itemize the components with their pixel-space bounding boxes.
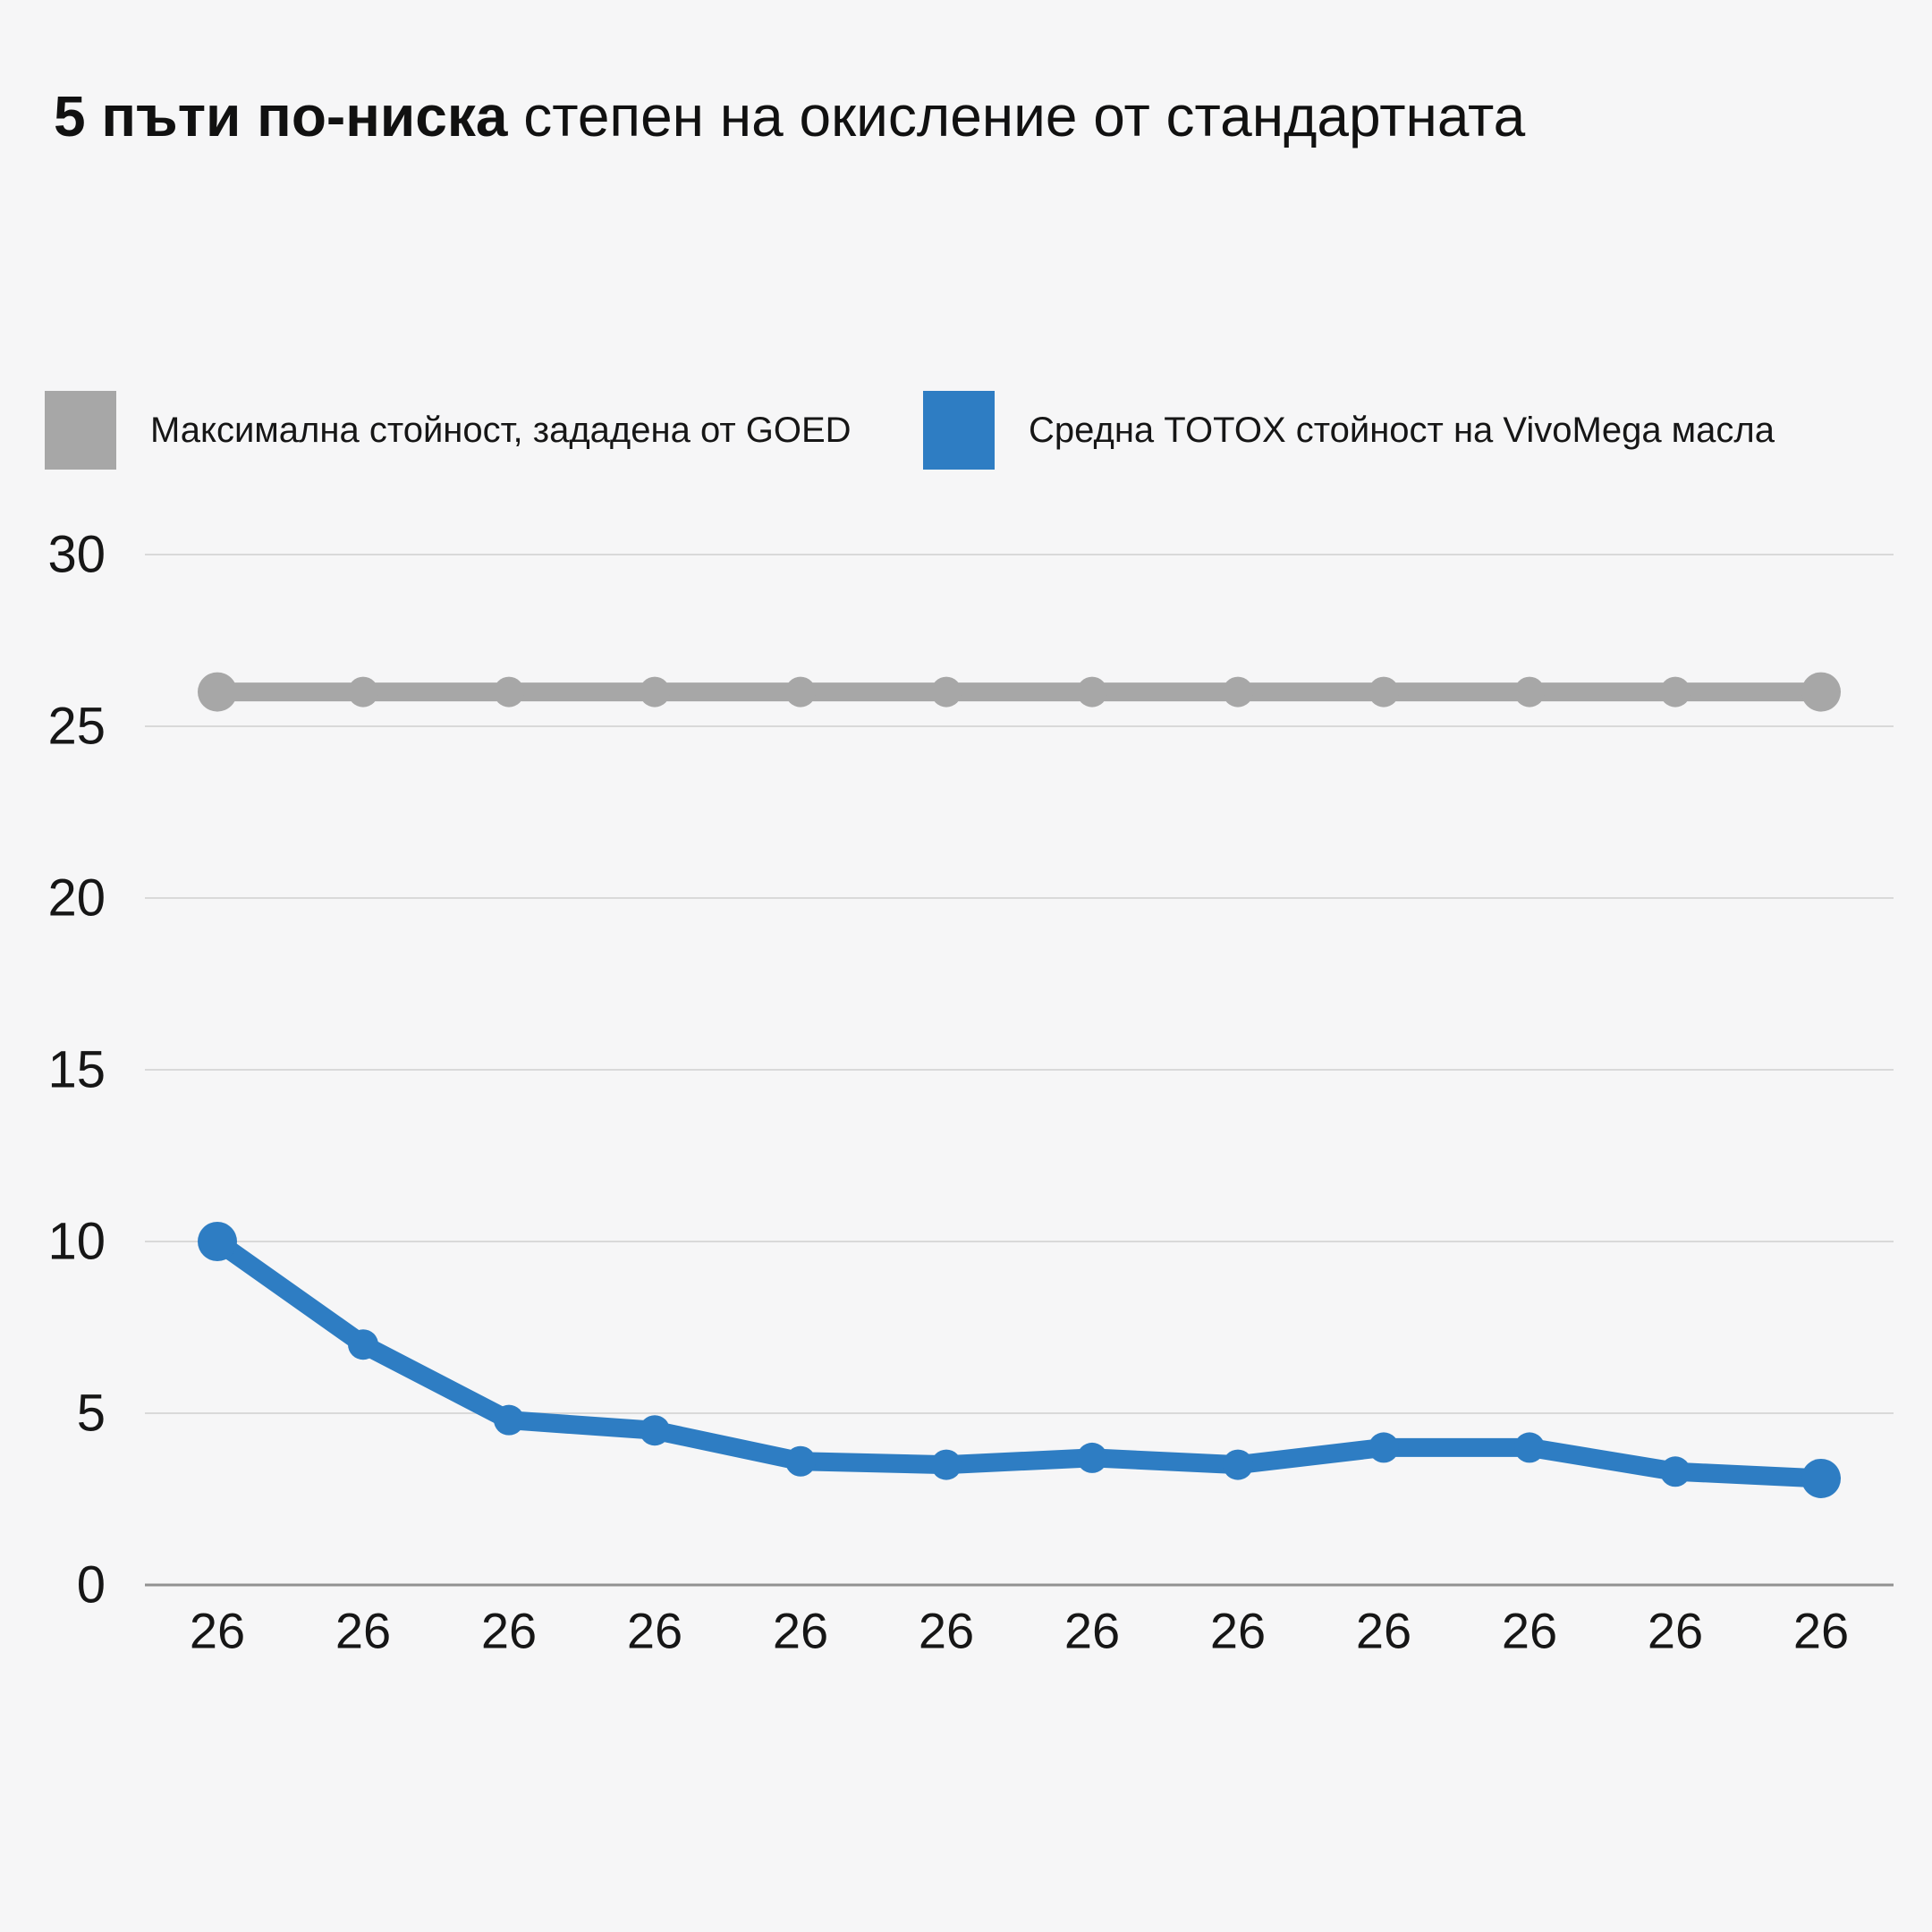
legend-swatch-vivomega-avg: [923, 391, 995, 470]
legend-swatch-goed-max: [45, 391, 116, 470]
vivomega-avg-point-2: [494, 1404, 524, 1436]
page-title: 5 пъти по-ниска степен на окисление от с…: [54, 82, 1525, 151]
goed-max-point-6: [1077, 676, 1107, 708]
vivomega-avg-point-8: [1368, 1432, 1399, 1463]
legend-item-vivomega-avg: Средна TOTOX стойност на VivoMega масла: [923, 391, 1775, 470]
vivomega-avg-point-3: [640, 1415, 670, 1446]
page-title-emphasis: 5 пъти по-ниска: [54, 84, 508, 148]
vivomega-avg-point-9: [1514, 1432, 1545, 1463]
goed-max-point-0: [198, 672, 237, 712]
line-chart-svg: 0 5 10 15 20 25 30 26 26 26 26 26 26 26 26 26 26 26 26: [47, 526, 1894, 1659]
x-tick-label-10: 26: [1648, 1603, 1703, 1659]
y-tick-label-20: 20: [47, 869, 106, 928]
goed-max-point-5: [931, 676, 962, 708]
y-tick-label-0: 0: [77, 1556, 106, 1614]
y-tick-label-30: 30: [47, 526, 106, 584]
legend-item-goed-max: Максимална стойност, зададена от GOED: [45, 391, 852, 470]
x-tick-label-8: 26: [1356, 1603, 1411, 1659]
vivomega-avg-line: [208, 1232, 1831, 1488]
vivomega-avg-point-7: [1223, 1449, 1253, 1480]
goed-max-point-1: [348, 676, 378, 708]
x-tick-label-9: 26: [1502, 1603, 1557, 1659]
y-tick-label-15: 15: [47, 1041, 106, 1099]
vivomega-avg-point-10: [1660, 1456, 1690, 1487]
goed-max-point-8: [1368, 676, 1399, 708]
goed-max-point-4: [785, 676, 816, 708]
x-tick-label-3: 26: [627, 1603, 682, 1659]
goed-max-point-7: [1223, 676, 1253, 708]
vivomega-avg-point-1: [348, 1329, 378, 1360]
vivomega-avg-point-6: [1077, 1442, 1107, 1473]
x-tick-label-11: 26: [1793, 1603, 1849, 1659]
goed-max-point-11: [1801, 672, 1841, 712]
y-tick-label-25: 25: [47, 698, 106, 756]
x-tick-label-4: 26: [773, 1603, 828, 1659]
legend-label-goed-max: Максимална стойност, зададена от GOED: [150, 410, 852, 450]
page-title-rest: степен на окисление от стандартната: [507, 84, 1526, 148]
x-tick-label-5: 26: [919, 1603, 974, 1659]
x-tick-label-0: 26: [190, 1603, 245, 1659]
vivomega-avg-point-5: [931, 1449, 962, 1480]
goed-max-point-3: [640, 676, 670, 708]
x-tick-label-6: 26: [1064, 1603, 1120, 1659]
y-tick-label-5: 5: [77, 1385, 106, 1443]
x-tick-label-7: 26: [1210, 1603, 1266, 1659]
x-tick-label-1: 26: [335, 1603, 391, 1659]
legend-label-vivomega-avg: Средна TOTOX стойност на VivoMega масла: [1029, 410, 1775, 450]
x-tick-label-2: 26: [481, 1603, 537, 1659]
chart-area: 0 5 10 15 20 25 30 26 26 26 26 26 26 26 26 26 26 26 26: [0, 465, 1932, 1896]
vivomega-avg-point-4: [785, 1445, 816, 1477]
goed-max-point-2: [494, 676, 524, 708]
legend: Максимална стойност, зададена от GOED Ср…: [0, 391, 1932, 470]
vivomega-avg-point-11: [1801, 1458, 1841, 1498]
goed-max-point-10: [1660, 676, 1690, 708]
goed-max-point-9: [1514, 676, 1545, 708]
y-tick-label-10: 10: [47, 1213, 106, 1271]
vivomega-avg-point-0: [198, 1222, 237, 1261]
